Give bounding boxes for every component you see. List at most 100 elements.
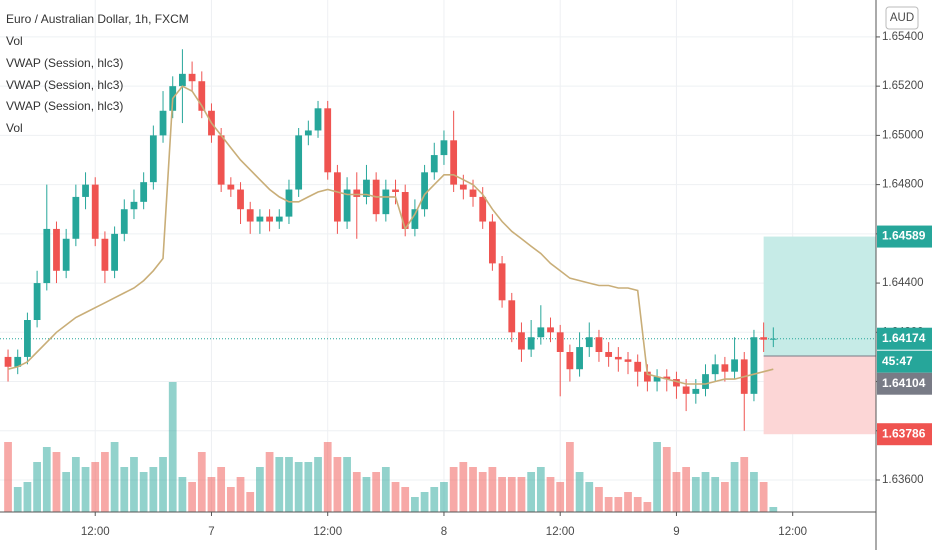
candle-body — [527, 337, 535, 350]
volume-bar — [488, 467, 497, 512]
candle-body — [82, 184, 89, 197]
candle-body — [769, 338, 777, 340]
volume-bar — [682, 467, 691, 512]
volume-bar — [662, 447, 671, 512]
volume-bar — [711, 477, 720, 512]
volume-bar — [168, 382, 177, 512]
candle-body — [343, 189, 351, 222]
y-tick-label: 1.65200 — [882, 80, 924, 92]
volume-bar — [304, 462, 313, 512]
volume-bar — [381, 467, 390, 512]
candle-body — [556, 332, 564, 352]
volume-bar — [643, 502, 652, 512]
grid — [0, 0, 876, 512]
candle-body — [624, 359, 632, 362]
volume-bar — [139, 472, 148, 512]
candle-body — [72, 196, 80, 239]
volume-bar — [672, 472, 681, 512]
volume-bar — [352, 472, 361, 512]
y-tick-label: 1.65400 — [882, 31, 924, 43]
candle-body — [595, 337, 603, 352]
volume-bar — [391, 482, 400, 512]
candle-body — [711, 364, 719, 375]
volume-bar — [411, 497, 419, 512]
candle-body — [489, 221, 496, 264]
volume-bar — [459, 462, 468, 512]
candle-body — [188, 73, 196, 82]
candle-body — [334, 172, 341, 222]
volume-bar — [178, 477, 187, 512]
candle-body — [101, 238, 109, 271]
volume-bar — [633, 497, 642, 512]
x-tick-label: 8 — [441, 526, 447, 538]
candle-body — [392, 189, 399, 192]
volume-bar — [362, 477, 371, 512]
candle-body — [605, 352, 613, 357]
last-price-label: 1.64174 — [882, 331, 926, 345]
volume-bar — [197, 452, 206, 512]
legend-entry: VWAP (Session, hlc3) — [6, 99, 123, 113]
candle-body — [731, 359, 738, 372]
candle-body — [14, 356, 22, 367]
candle-body — [130, 201, 138, 210]
x-tick-label: 7 — [208, 526, 214, 538]
x-tick-label: 12:00 — [546, 526, 575, 538]
candle-body — [508, 300, 516, 333]
volume-bar — [149, 467, 158, 512]
candle-body — [634, 361, 642, 372]
currency: AUD — [890, 12, 914, 24]
x-tick-label: 12:00 — [313, 526, 342, 538]
candle-body — [324, 108, 332, 173]
candle-body — [363, 179, 370, 197]
x-tick-label: 9 — [673, 526, 679, 538]
candle-body — [750, 337, 758, 394]
volume-bar — [13, 487, 22, 512]
target-label-bg — [877, 225, 932, 248]
y-tick-label: 1.63600 — [882, 474, 924, 486]
candle-body — [382, 189, 390, 215]
candle-body — [653, 376, 661, 382]
volume-bar — [188, 482, 196, 512]
volume-bar — [653, 442, 661, 512]
last-price-label-bg — [877, 327, 932, 350]
candle-body — [237, 189, 244, 210]
candle-body — [198, 81, 206, 111]
volume-bar — [517, 477, 526, 512]
volume-bar — [207, 477, 216, 512]
volume-bar — [323, 442, 332, 512]
volume-bar — [314, 457, 322, 512]
volume-bar — [604, 497, 613, 512]
volume-bar — [556, 482, 565, 512]
volume-bar — [401, 487, 410, 512]
volume-bar — [750, 472, 758, 512]
volume-bar — [275, 457, 284, 512]
candle-body — [256, 216, 264, 222]
volume-bar — [217, 467, 226, 512]
volume-bar — [294, 462, 303, 512]
volume-bar — [101, 452, 109, 512]
volume-bar — [159, 457, 167, 512]
volume-bar — [440, 482, 448, 512]
target-label: 1.64589 — [882, 229, 926, 243]
volume-bar — [71, 457, 80, 512]
stop-label-bg — [877, 423, 932, 446]
candle-body — [663, 376, 671, 380]
candle-body — [314, 108, 322, 131]
candle-body — [62, 238, 70, 271]
volume-bar — [730, 462, 739, 512]
stop-zone — [763, 355, 876, 435]
volume-bar — [285, 457, 293, 512]
candle-body — [614, 356, 622, 360]
candle-body — [140, 182, 148, 202]
volume-bar — [23, 482, 32, 512]
volume-bar — [42, 447, 51, 512]
candle-body — [217, 135, 225, 185]
volume-bar — [372, 472, 381, 512]
candle-body — [469, 189, 477, 197]
candle-body — [43, 228, 51, 284]
volume-bar — [546, 477, 555, 512]
volume-bar — [52, 452, 61, 512]
candle-body — [275, 216, 283, 222]
currency-box[interactable] — [885, 6, 919, 30]
